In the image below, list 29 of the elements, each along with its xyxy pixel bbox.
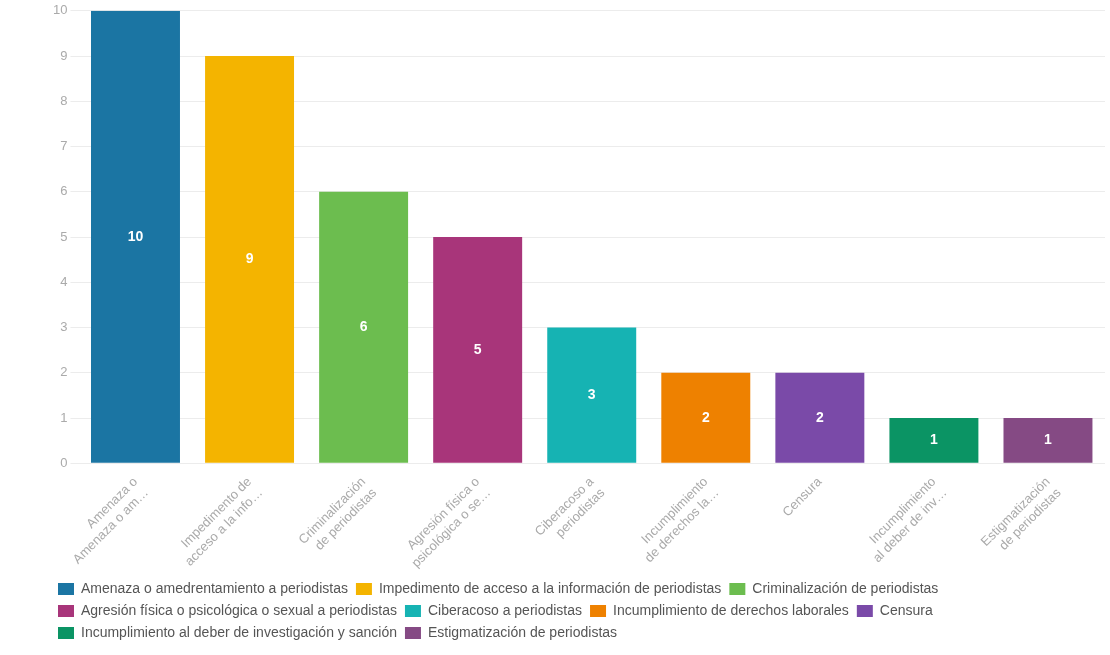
legend-label: Amenaza o amedrentamiento a periodistas bbox=[81, 579, 348, 596]
legend-label: Incumplimiento de derechos laborales bbox=[613, 601, 849, 618]
y-tick-label: 8 bbox=[60, 92, 68, 108]
legend-label: Censura bbox=[879, 601, 933, 618]
y-tick-label: 3 bbox=[60, 319, 68, 335]
data-label: 3 bbox=[587, 386, 596, 403]
y-tick-label: 5 bbox=[60, 228, 68, 244]
legend-label: Impedimento de acceso a la información de periodistas bbox=[378, 579, 722, 596]
data-label: 1 bbox=[930, 431, 939, 448]
y-tick-label: 10 bbox=[52, 2, 68, 18]
data-label: 2 bbox=[815, 408, 824, 425]
legend-label: Criminalización de periodistas bbox=[752, 579, 939, 596]
legend-label: Agresión física o psicológica o sexual a periodistas bbox=[81, 601, 397, 618]
y-tick-label: 0 bbox=[60, 454, 68, 470]
legend-label: Estigmatización de periodistas bbox=[427, 623, 618, 640]
data-label: 6 bbox=[359, 318, 368, 335]
y-tick-label: 4 bbox=[60, 273, 68, 289]
data-label: 1 bbox=[1044, 431, 1053, 448]
data-label: 2 bbox=[701, 408, 710, 425]
y-tick-label: 9 bbox=[60, 47, 68, 63]
data-label: 9 bbox=[245, 250, 254, 267]
y-tick-label: 7 bbox=[60, 138, 68, 154]
y-tick-label: 1 bbox=[60, 409, 68, 425]
legend-label: Incumplimiento al deber de investigación y sanción bbox=[81, 623, 397, 640]
y-tick-label: 6 bbox=[60, 183, 68, 199]
y-tick-label: 2 bbox=[60, 364, 68, 380]
data-label: 5 bbox=[473, 340, 482, 357]
data-label: 10 bbox=[127, 227, 144, 244]
legend-label: Ciberacoso a periodistas bbox=[427, 601, 583, 618]
